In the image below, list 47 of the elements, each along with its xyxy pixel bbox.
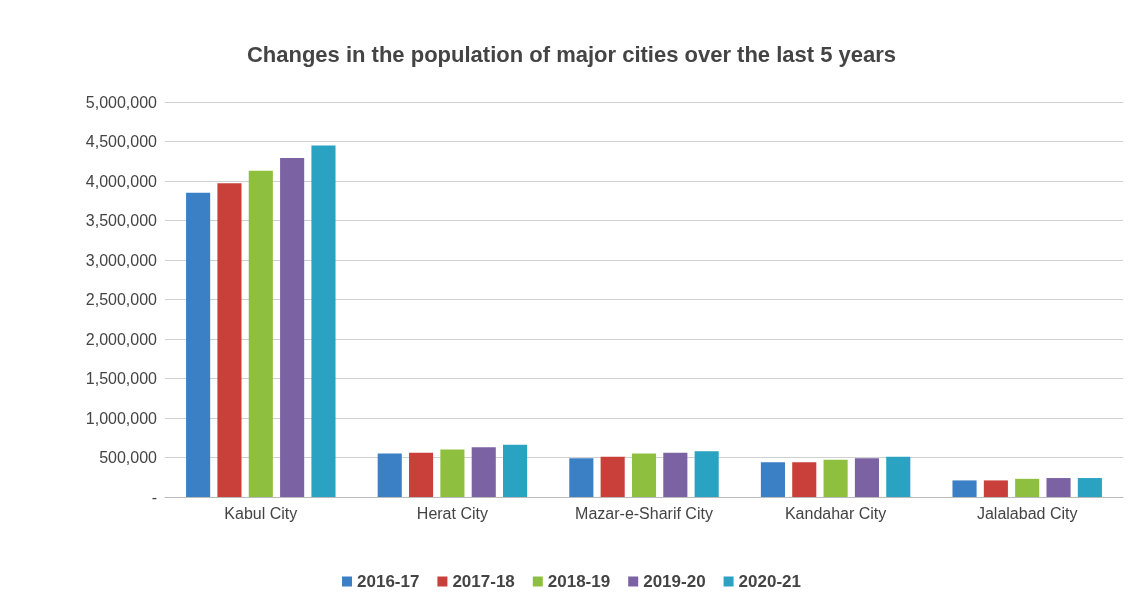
chart-title: Changes in the population of major cities over the last 5 years — [246, 41, 897, 67]
x-tick-label: Jalalabad City — [976, 504, 1078, 522]
y-tick-label: 5,000,000 — [85, 93, 158, 111]
bar — [663, 452, 688, 497]
bar — [792, 462, 817, 497]
y-tick-label: 3,500,000 — [85, 212, 158, 229]
x-tick-label: Mazar-e-Sharif City — [575, 504, 713, 522]
y-tick-label: 3,000,000 — [85, 251, 158, 269]
bar — [600, 456, 625, 497]
bar — [503, 444, 528, 497]
y-tick-label: 1,500,000 — [85, 370, 158, 387]
bar — [440, 449, 465, 497]
bar — [248, 170, 273, 497]
bar — [886, 456, 911, 497]
bar — [694, 451, 719, 497]
x-tick-label: Kabul City — [224, 504, 298, 522]
y-tick-label: - — [151, 488, 157, 506]
y-tick-label: 2,500,000 — [85, 291, 158, 308]
y-tick-label: 2,000,000 — [85, 330, 158, 348]
y-tick-label: 500,000 — [99, 449, 158, 466]
bar — [280, 158, 305, 497]
y-tick-label: 4,000,000 — [85, 172, 158, 190]
bar — [377, 453, 402, 497]
bar — [186, 192, 211, 497]
bar — [217, 183, 242, 497]
bar — [471, 447, 496, 497]
y-tick-label: 4,500,000 — [85, 133, 158, 150]
bar — [1046, 478, 1071, 497]
bar — [1015, 478, 1040, 497]
bar — [631, 453, 657, 497]
bar — [983, 480, 1008, 497]
legend-label: 2020-21 — [738, 572, 801, 591]
bar — [760, 462, 785, 497]
y-tick-label: 1,000,000 — [85, 409, 158, 427]
legend-label: 2018-19 — [547, 572, 611, 591]
x-tick-label: Herat City — [416, 504, 488, 522]
legend-label: 2016-17 — [357, 572, 420, 591]
legend-label: 2019-20 — [643, 572, 706, 591]
bar — [311, 145, 336, 497]
bar — [952, 480, 977, 497]
bar — [1077, 478, 1102, 497]
bar — [409, 452, 434, 497]
legend-label: 2017-18 — [452, 572, 515, 591]
bar — [854, 458, 879, 497]
x-tick-label: Kandahar City — [784, 504, 887, 522]
bar — [823, 459, 848, 497]
bar — [569, 458, 594, 497]
